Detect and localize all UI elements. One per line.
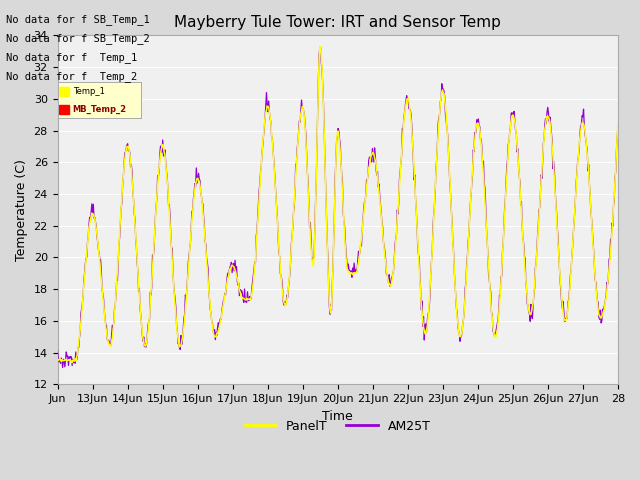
Legend: PanelT, AM25T: PanelT, AM25T xyxy=(240,415,436,437)
Y-axis label: Temperature (C): Temperature (C) xyxy=(15,159,28,261)
Text: Temp_1: Temp_1 xyxy=(72,87,104,96)
Title: Mayberry Tule Tower: IRT and Sensor Temp: Mayberry Tule Tower: IRT and Sensor Temp xyxy=(174,15,501,30)
Text: No data for f SB_Temp_2: No data for f SB_Temp_2 xyxy=(6,33,150,44)
Bar xyxy=(60,105,69,114)
Text: No data for f  Temp_1: No data for f Temp_1 xyxy=(6,52,138,63)
Text: MB_Temp_2: MB_Temp_2 xyxy=(72,105,127,114)
X-axis label: Time: Time xyxy=(323,410,353,423)
Text: No data for f SB_Temp_1: No data for f SB_Temp_1 xyxy=(6,13,150,24)
Bar xyxy=(60,87,69,96)
Text: No data for f  Temp_2: No data for f Temp_2 xyxy=(6,71,138,82)
